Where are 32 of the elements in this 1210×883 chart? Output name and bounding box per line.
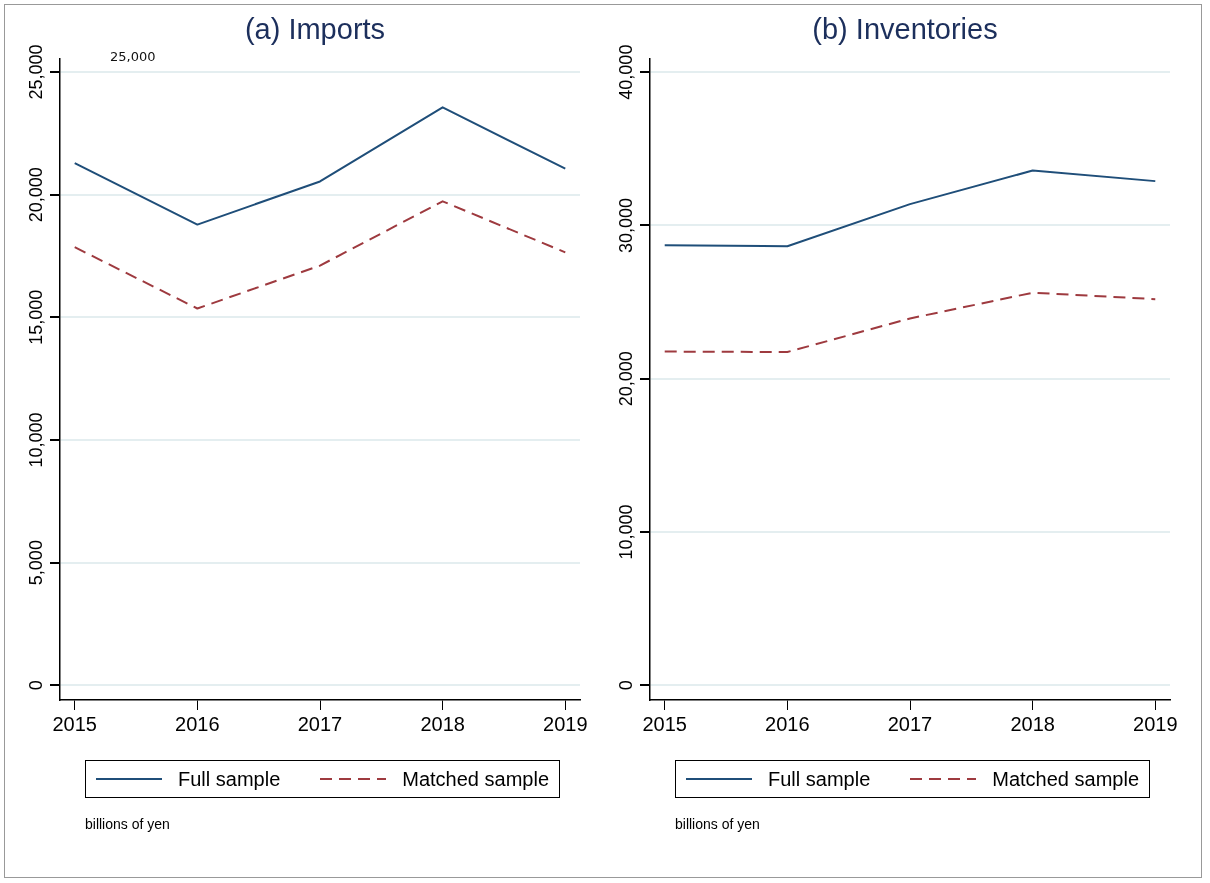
legend-label: Full sample <box>768 767 871 791</box>
y-tick-label: 0 <box>25 680 46 691</box>
x-tick-label: 2015 <box>52 712 97 735</box>
line-series <box>663 291 1157 354</box>
y-tick-label: 10,000 <box>25 412 46 468</box>
legend-label: Matched sample <box>992 767 1140 791</box>
legend-label: Matched sample <box>402 767 550 791</box>
y-tick-label: 10,000 <box>615 504 636 560</box>
y-tick-label: 40,000 <box>615 44 636 100</box>
x-tick-label: 2015 <box>642 712 687 735</box>
y-tick-label: 20,000 <box>615 351 636 407</box>
x-tick-label: 2019 <box>543 712 588 735</box>
x-tick-label: 2016 <box>175 712 220 735</box>
chart-title: (a) Imports <box>244 13 386 46</box>
legend-label: Full sample <box>178 767 281 791</box>
line-series <box>73 200 567 310</box>
annotation: 25,000 <box>110 48 156 64</box>
x-tick-label: 2018 <box>420 712 465 735</box>
x-tick-label: 2017 <box>297 712 343 735</box>
y-tick-label: 25,000 <box>25 44 46 100</box>
chart-title: (b) Inventories <box>812 13 998 46</box>
x-tick-label: 2019 <box>1133 712 1178 735</box>
y-tick-label: 0 <box>615 680 636 691</box>
y-tick-label: 5,000 <box>25 540 46 586</box>
y-tick-label: 20,000 <box>25 167 46 223</box>
x-tick-label: 2017 <box>887 712 933 735</box>
y-tick-label: 15,000 <box>25 289 46 345</box>
x-tick-label: 2018 <box>1010 712 1055 735</box>
x-tick-label: 2016 <box>765 712 810 735</box>
text: billions of yen <box>85 816 170 832</box>
y-tick-label: 30,000 <box>615 197 636 253</box>
text: billions of yen <box>675 816 760 832</box>
